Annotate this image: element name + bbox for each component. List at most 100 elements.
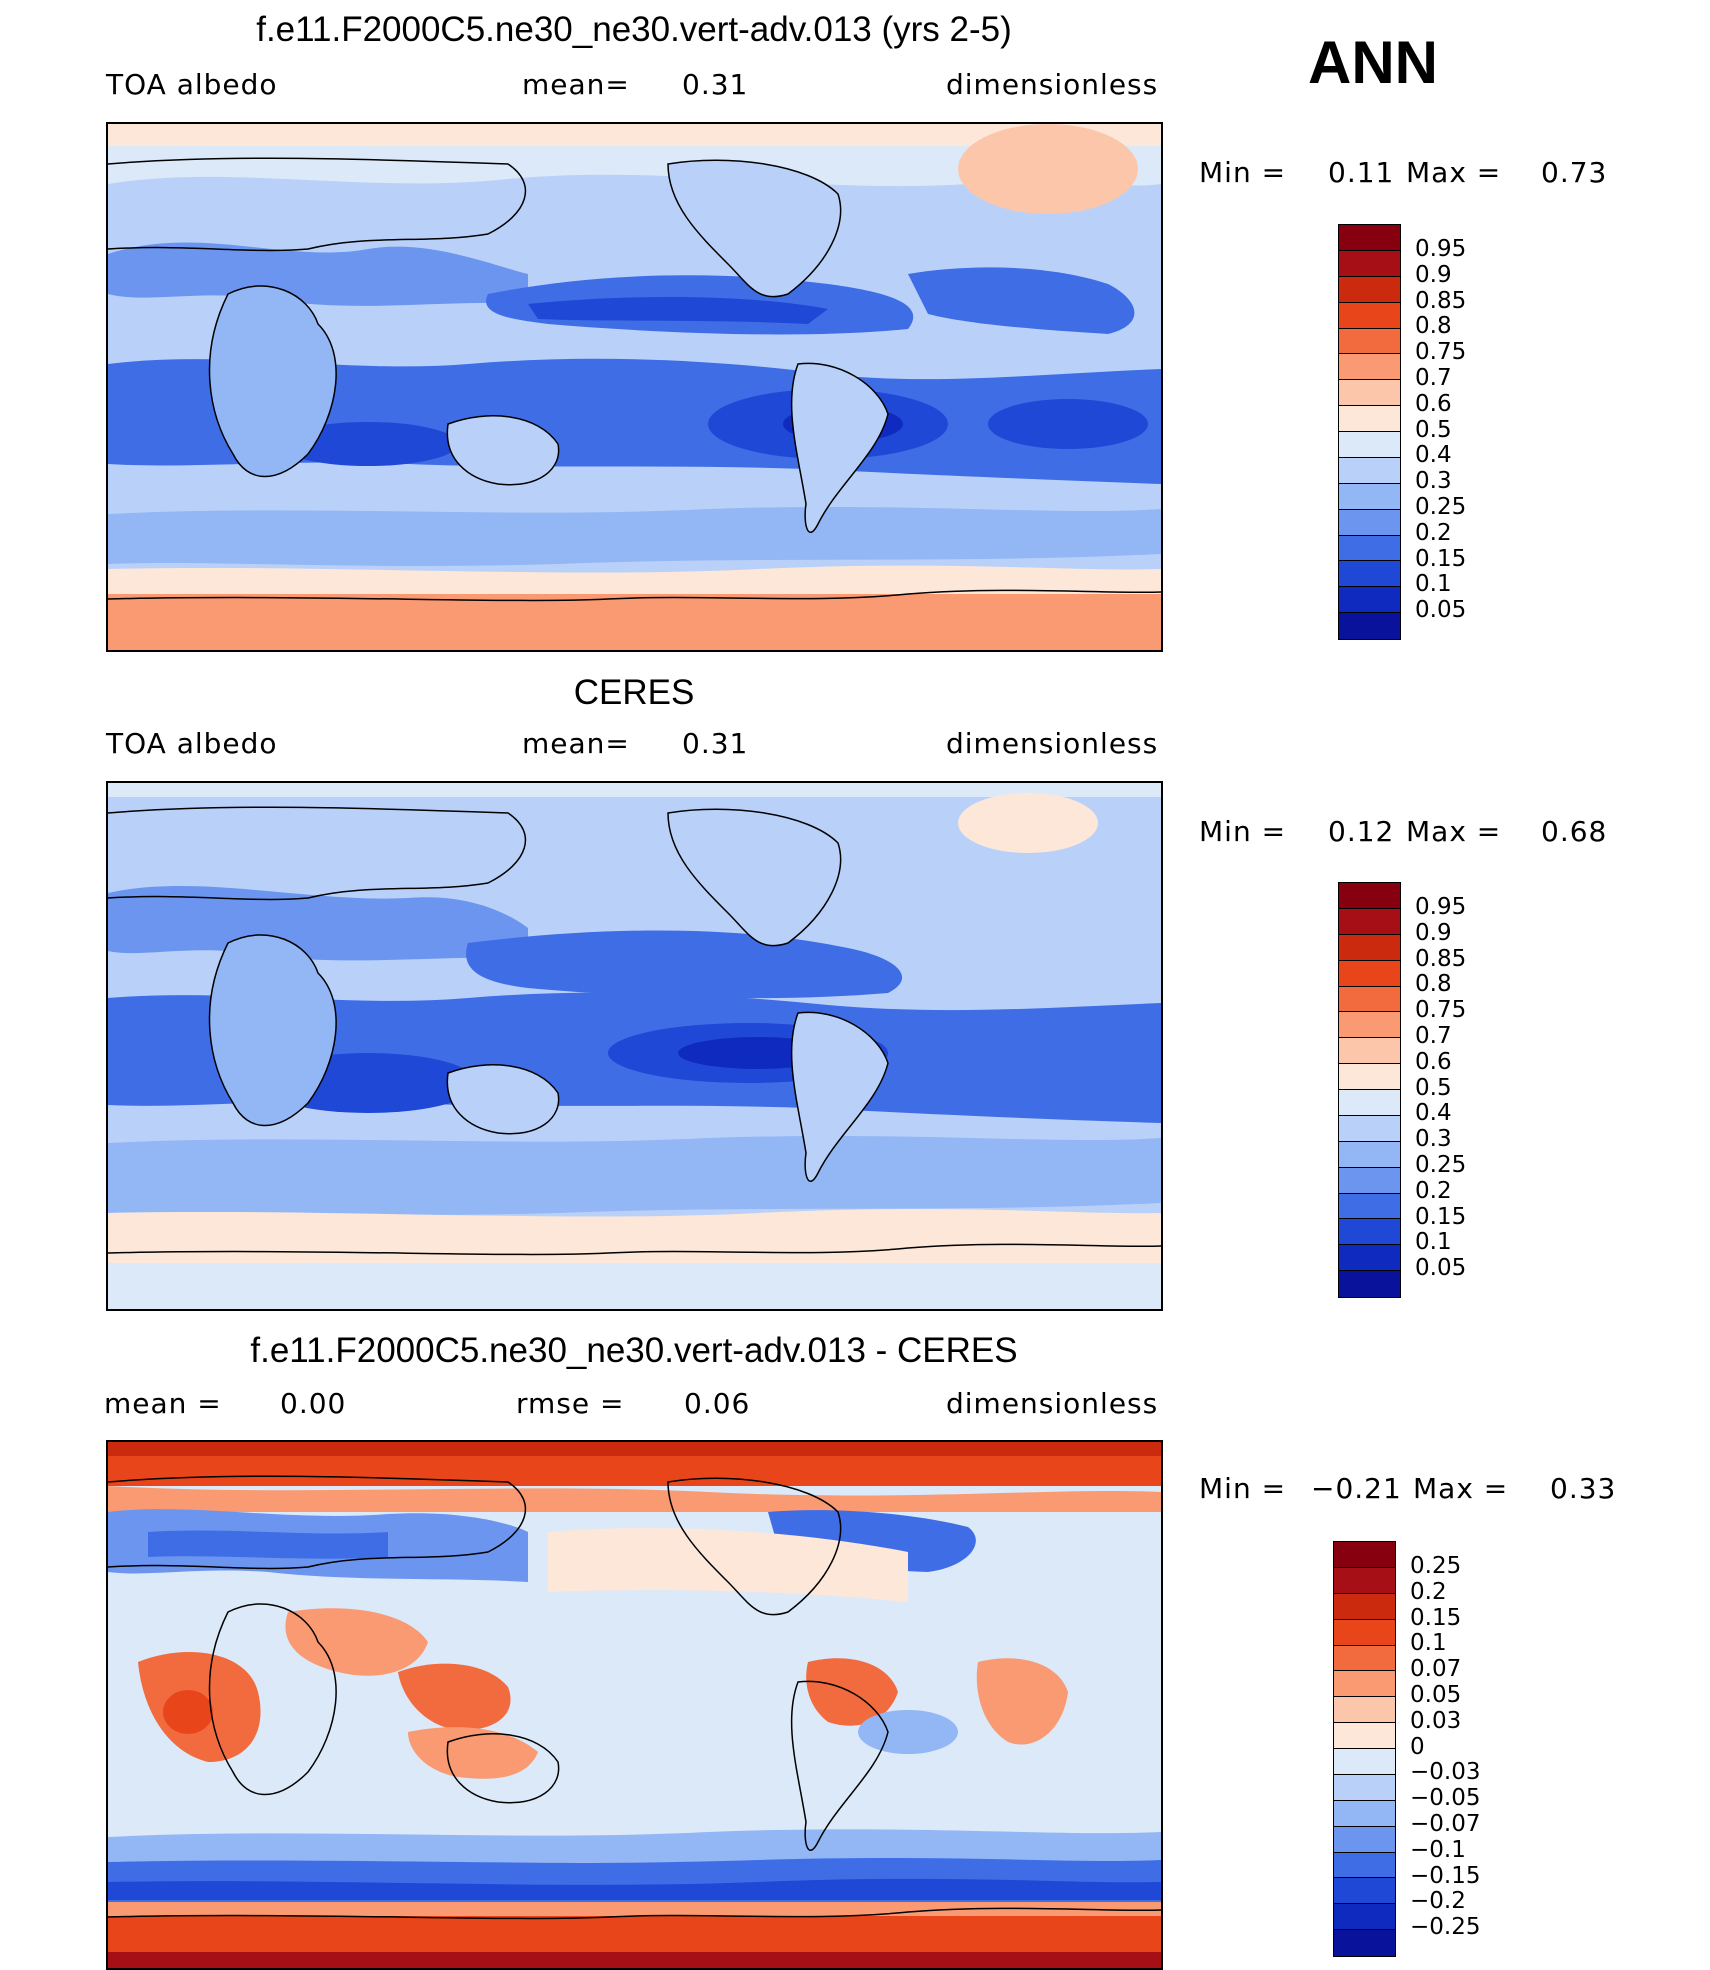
panel-3-max-value: 0.33 [1550, 1472, 1617, 1505]
colorbar-tick-label: 0.85 [1415, 287, 1467, 314]
colorbar-tick-label: 0.07 [1410, 1656, 1462, 1683]
colorbar-swatch [1334, 1930, 1395, 1956]
map-3-maritime-continent-positive [398, 1663, 511, 1731]
colorbar-swatch [1339, 1141, 1400, 1168]
colorbar-swatch [1339, 328, 1400, 355]
colorbar-tick-label: −0.2 [1410, 1888, 1466, 1915]
colorbar-tick-label: 0.85 [1415, 945, 1467, 972]
map-1-africa-outline [208, 285, 337, 478]
panel-2-mean-value: 0.31 [682, 727, 749, 760]
colorbar-swatch [1339, 1167, 1400, 1194]
colorbar-tick-label: −0.05 [1410, 1785, 1481, 1812]
panel-3-rmse-value: 0.06 [684, 1387, 751, 1420]
colorbar-tick-label: 0.3 [1415, 1126, 1452, 1153]
panel-3-colorbar-labels: 0.25 0.2 0.15 0.1 0.07 0.05 0.03 0 −0.03 −0.05 −0.… [1410, 1553, 1481, 1941]
map-3-antarctic-dark [108, 1952, 1161, 1968]
panel-3-units-label: dimensionless [946, 1387, 1159, 1420]
map-3-eurasia-core [148, 1530, 388, 1559]
map-3-arctic-band-dark [108, 1442, 1161, 1456]
panel-1-title: f.e11.F2000C5.ne30_ne30.vert-adv.013 (yr… [256, 10, 1012, 49]
colorbar-tick-label: 0.25 [1415, 1151, 1467, 1178]
colorbar-swatch [1339, 1219, 1400, 1246]
colorbar-swatch [1334, 1593, 1395, 1620]
colorbar-swatch [1339, 587, 1400, 614]
panel-2-colorbar [1338, 882, 1401, 1298]
map-3-australia-positive [408, 1727, 538, 1779]
map-1-antarctic-band [108, 594, 1161, 650]
colorbar-tick-label: 0.9 [1415, 919, 1452, 946]
colorbar-swatch [1339, 1064, 1400, 1090]
colorbar-tick-label: 0.05 [1410, 1681, 1462, 1708]
panel-1-mean-label: mean= [522, 68, 630, 101]
colorbar-swatch [1339, 354, 1400, 381]
colorbar-swatch [1339, 1115, 1400, 1142]
colorbar-swatch [1334, 1749, 1395, 1775]
colorbar-swatch [1339, 509, 1400, 536]
colorbar-swatch [1339, 406, 1400, 432]
map-2-npacific-subtropics [466, 930, 903, 999]
map-2-antarctica-outline [108, 1243, 1161, 1256]
map-1-australia-outline [446, 415, 560, 486]
colorbar-swatch [1339, 225, 1400, 251]
colorbar-swatch [1339, 432, 1400, 458]
colorbar-tick-label: 0.75 [1415, 997, 1467, 1024]
panel-3-map [106, 1440, 1163, 1970]
colorbar-tick-label: 0.4 [1415, 1100, 1452, 1127]
map-1-greenland [958, 124, 1138, 214]
map-3-southern-ocean-mild-negative [108, 1829, 1161, 1862]
colorbar-swatch [1339, 883, 1400, 909]
panel-1-max-label: Max = [1406, 156, 1502, 189]
colorbar-tick-label: 0.8 [1415, 971, 1452, 998]
colorbar-swatch [1339, 561, 1400, 588]
colorbar-swatch [1334, 1645, 1395, 1672]
map-3-arctic-transition [108, 1486, 1161, 1512]
colorbar-tick-label: 0.25 [1415, 493, 1467, 520]
colorbar-swatch [1339, 1245, 1400, 1272]
panel-2-mean-label: mean= [522, 727, 630, 760]
colorbar-swatch [1339, 380, 1400, 407]
panel-1-colorbar-labels: 0.95 0.9 0.85 0.8 0.75 0.7 0.6 0.5 0.4 0.3 0.25 0.2… [1415, 236, 1467, 624]
colorbar-swatch [1334, 1671, 1395, 1698]
colorbar-tick-label: 0.1 [1415, 1229, 1452, 1256]
map-3-africa-outline [208, 1603, 337, 1796]
panel-2-map [106, 781, 1163, 1311]
colorbar-swatch [1334, 1800, 1395, 1827]
map-1-north-high-albedo [108, 146, 1161, 187]
panel-1-mean-value: 0.31 [682, 68, 749, 101]
map-3-south-asia-positive [285, 1608, 428, 1676]
panel-3-colorbar [1333, 1541, 1396, 1957]
map-3-north-america-outline [667, 1477, 842, 1616]
colorbar-swatch [1339, 908, 1400, 935]
panel-3-max-label: Max = [1413, 1472, 1509, 1505]
colorbar-swatch [1339, 457, 1400, 484]
map-1-eurasia-outline [108, 157, 527, 252]
colorbar-tick-label: 0.4 [1415, 442, 1452, 469]
colorbar-swatch [1339, 1090, 1400, 1116]
colorbar-swatch [1339, 1271, 1400, 1297]
colorbar-swatch [1339, 535, 1400, 562]
panel-3-mean-value: 0.00 [280, 1387, 347, 1420]
map-3-southern-ocean-core [108, 1878, 1161, 1900]
map-3-se-pacific-negative [858, 1710, 958, 1754]
panel-1-map-svg [108, 124, 1161, 650]
colorbar-swatch [1334, 1852, 1395, 1879]
map-2-africa-outline [208, 934, 337, 1127]
colorbar-swatch [1334, 1697, 1395, 1724]
map-2-south-america-outline [790, 1011, 889, 1182]
map-1-indian-ocean-core [278, 422, 458, 466]
colorbar-swatch [1334, 1567, 1395, 1594]
panel-1-max-value: 0.73 [1541, 156, 1608, 189]
map-3-south-america-outline [790, 1680, 889, 1851]
colorbar-swatch [1339, 1038, 1400, 1065]
colorbar-tick-label: 0.2 [1410, 1578, 1447, 1605]
panel-2-max-label: Max = [1406, 815, 1502, 848]
season-label: ANN [1308, 29, 1438, 96]
map-1-antarctica-outline [108, 589, 1161, 602]
colorbar-tick-label: 0.3 [1415, 468, 1452, 495]
panel-2-map-svg [108, 783, 1161, 1309]
map-3-arctic-band [108, 1456, 1161, 1486]
map-3-antarctic-band [108, 1916, 1161, 1952]
colorbar-tick-label: 0.15 [1410, 1604, 1462, 1631]
panel-3-min-value: −0.21 [1311, 1472, 1402, 1505]
panel-1-min-label: Min = [1199, 156, 1287, 189]
